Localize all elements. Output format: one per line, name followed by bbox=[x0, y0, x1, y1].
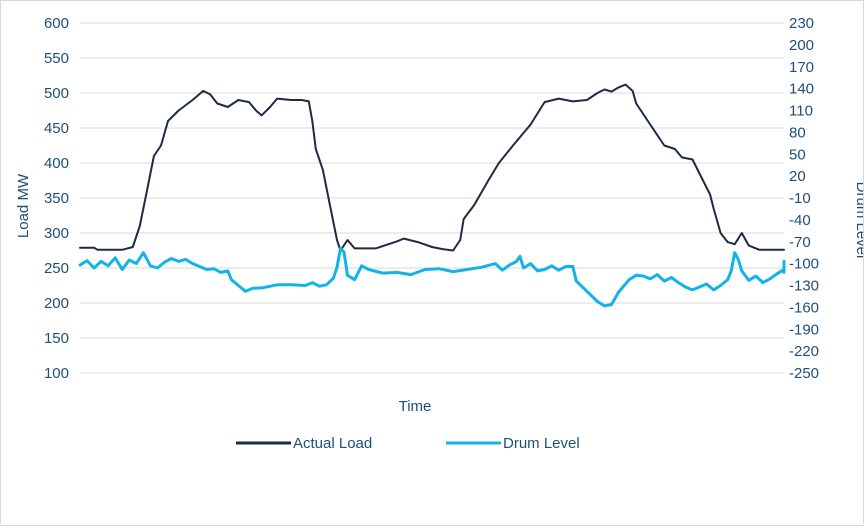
right-tick-label-110: 110 bbox=[789, 103, 813, 120]
left-axis-label: Load MW bbox=[15, 173, 32, 238]
x-axis-label: Time bbox=[399, 398, 432, 415]
right-axis-label: Drum Level bbox=[853, 182, 863, 259]
right-tick-label--70: -70 bbox=[789, 234, 811, 251]
right-tick-label--10: -10 bbox=[789, 190, 811, 207]
left-tick-label-400: 400 bbox=[44, 155, 69, 172]
legend-label-actual-load: Actual Load bbox=[293, 435, 372, 452]
gridlines bbox=[80, 22, 784, 374]
right-tick-label-170: 170 bbox=[789, 59, 814, 76]
legend-item-drum-level: Drum Level bbox=[446, 435, 580, 452]
left-tick-label-450: 450 bbox=[44, 120, 69, 137]
right-tick-label-200: 200 bbox=[789, 37, 814, 54]
left-tick-label-350: 350 bbox=[44, 190, 69, 207]
right-tick-label--40: -40 bbox=[789, 212, 811, 229]
series-line-actual-load bbox=[79, 83, 785, 252]
series-line-drum-level bbox=[78, 246, 786, 308]
series-lines bbox=[78, 83, 786, 308]
right-tick-label-140: 140 bbox=[789, 81, 814, 98]
left-tick-label-200: 200 bbox=[44, 295, 69, 312]
right-tick-label--100: -100 bbox=[789, 256, 819, 273]
legend: Actual Load Drum Level bbox=[236, 435, 580, 452]
left-tick-label-250: 250 bbox=[44, 260, 69, 277]
right-tick-label--160: -160 bbox=[789, 299, 819, 316]
left-tick-label-550: 550 bbox=[44, 50, 69, 67]
left-tick-label-100: 100 bbox=[44, 365, 69, 382]
right-tick-label--130: -130 bbox=[789, 278, 819, 295]
right-tick-label-50: 50 bbox=[789, 146, 806, 163]
right-tick-label--190: -190 bbox=[789, 321, 819, 338]
legend-item-actual-load: Actual Load bbox=[236, 435, 372, 452]
right-tick-label--250: -250 bbox=[789, 365, 819, 382]
legend-label-drum-level: Drum Level bbox=[503, 435, 580, 452]
right-tick-label--220: -220 bbox=[789, 343, 819, 360]
right-tick-label-230: 230 bbox=[789, 15, 814, 32]
left-tick-label-600: 600 bbox=[44, 15, 69, 32]
left-axis-ticks: 100 150 200 250 300 350 400 450 500 550 600 bbox=[44, 15, 69, 382]
right-tick-label-80: 80 bbox=[789, 124, 806, 141]
left-tick-label-300: 300 bbox=[44, 225, 69, 242]
left-tick-label-150: 150 bbox=[44, 330, 69, 347]
left-tick-label-500: 500 bbox=[44, 85, 69, 102]
right-axis-ticks: -250 -220 -190 -160 -130 -100 -70 -40 -10 20 50 80 1… bbox=[789, 15, 819, 382]
right-tick-label-20: 20 bbox=[789, 168, 806, 185]
